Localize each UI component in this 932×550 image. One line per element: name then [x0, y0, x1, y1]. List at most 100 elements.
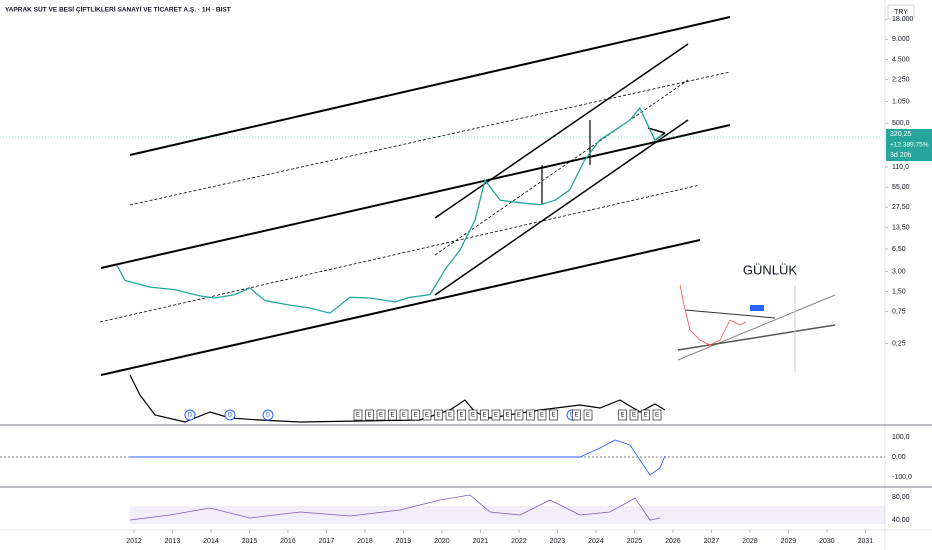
osc-tick-label: -100,0: [892, 474, 912, 481]
earnings-marker: [353, 409, 363, 421]
y-tick-label: 1,50: [892, 288, 906, 295]
earnings-marker: [365, 409, 374, 421]
x-tick-label: 2017: [319, 538, 335, 545]
earnings-marker-label: E: [620, 413, 624, 419]
y-tick-label: 1.050: [892, 98, 910, 105]
earnings-marker: [422, 409, 432, 421]
x-tick-label: 2031: [858, 538, 874, 545]
earnings-marker-label: E: [390, 413, 394, 419]
earnings-marker-label: E: [482, 413, 486, 419]
earnings-marker-label: E: [402, 413, 406, 419]
x-tick-label: 2029: [781, 538, 797, 545]
x-tick-label: 2012: [126, 538, 142, 545]
y-tick-label: 3,00: [892, 268, 906, 275]
x-tick-label: 2021: [473, 538, 489, 545]
y-tick-label: 55,00: [892, 184, 910, 191]
earnings-marker-label: E: [528, 413, 532, 419]
earnings-marker: [652, 409, 662, 421]
earnings-marker: [468, 409, 478, 421]
earnings-marker: [491, 409, 501, 421]
earnings-marker: [457, 409, 466, 421]
y-tick-label: 6,50: [892, 246, 906, 253]
x-tick-label: 2028: [742, 538, 758, 545]
rsi-tick-label: 80,00: [892, 494, 910, 501]
earnings-marker-label: E: [540, 413, 544, 419]
x-tick-label: 2018: [357, 538, 373, 545]
x-tick-label: 2022: [511, 538, 527, 545]
dividend-marker: [224, 409, 236, 421]
y-tick-label: 18.000: [892, 16, 914, 23]
earnings-marker-label: E: [655, 413, 659, 419]
earnings-marker-label: E: [643, 413, 647, 419]
x-tick-label: 2016: [280, 538, 296, 545]
inset-chart: GÜNLÜK: [677, 262, 836, 372]
x-tick-label: 2024: [588, 538, 604, 545]
earnings-marker: [641, 409, 650, 421]
x-tick-label: 2020: [434, 538, 450, 545]
y-tick-label: 27,50: [892, 204, 910, 211]
earnings-marker-label: E: [494, 413, 498, 419]
trend-lines: [99, 16, 731, 376]
price-line: [116, 106, 663, 314]
earnings-marker-label: E: [425, 413, 429, 419]
earnings-marker: [514, 409, 524, 421]
y-tick-label: 110,0: [892, 164, 909, 171]
x-tick-label: 2023: [550, 538, 566, 545]
rsi-line: [129, 494, 661, 521]
earnings-marker-label: E: [632, 413, 636, 419]
dividend-marker: [262, 409, 274, 421]
last-price: 320,25: [890, 131, 912, 138]
earnings-marker: [399, 409, 409, 421]
earnings-marker: [549, 409, 558, 421]
rsi-band: [130, 506, 885, 524]
earnings-marker: [537, 409, 547, 421]
osc-tick-label: 100,0: [892, 434, 910, 441]
x-tick-label: 2030: [819, 538, 835, 545]
currency[interactable]: TRY: [894, 9, 908, 16]
x-tick-label: 2014: [203, 538, 219, 545]
earnings-marker-label: E: [586, 413, 590, 419]
earnings-marker-label: E: [517, 413, 521, 419]
countdown: 3d 20h: [890, 152, 912, 159]
earnings-marker-label: E: [436, 413, 440, 419]
earnings-marker: [434, 409, 443, 421]
last-price-box: [886, 129, 932, 161]
y-tick-label: 2.250: [892, 76, 910, 83]
dividend-marker-label: D: [188, 413, 193, 419]
earnings-marker: [411, 409, 420, 421]
earnings-marker-label: E: [356, 413, 360, 419]
y-tick-label: 9.000: [892, 36, 910, 43]
y-tick-label: 4.500: [892, 56, 910, 63]
osc-tick-label: 0,00: [892, 454, 906, 461]
earnings-marker: [388, 409, 397, 421]
dividend-marker-label: D: [228, 413, 233, 419]
earnings-marker: [583, 409, 593, 421]
earnings-marker: [629, 409, 639, 421]
dividend-marker-label: D: [266, 413, 271, 419]
earnings-marker-label: E: [505, 413, 509, 419]
earnings-marker: [445, 409, 455, 421]
x-tick-label: 2013: [165, 538, 181, 545]
earnings-marker-label: E: [551, 413, 555, 419]
y-tick-label: 500,0: [892, 120, 910, 127]
dividend-marker: [184, 409, 196, 421]
earnings-marker-label: E: [459, 413, 463, 419]
change: +12.389,75%: [890, 142, 929, 149]
inset-title: GÜNLÜK: [743, 262, 798, 277]
earnings-marker-label: E: [367, 413, 371, 419]
earnings-marker: [376, 409, 386, 421]
earnings-marker: [526, 409, 535, 421]
earnings-marker: [503, 409, 512, 421]
chart-title: YAPRAK SÜT VE BESİ ÇİFTLİKLERİ SANAYİ VE…: [5, 5, 231, 14]
currency-box[interactable]: [887, 4, 915, 20]
oscillator-line: [130, 439, 666, 476]
earnings-marker: [480, 409, 489, 421]
earnings-marker-label: E: [574, 413, 578, 419]
earnings-marker-label: E: [379, 413, 383, 419]
y-tick-label: 0,75: [892, 308, 906, 315]
earnings-marker-label: E: [471, 413, 475, 419]
x-tick-label: 2026: [665, 538, 681, 545]
x-tick-label: 2019: [396, 538, 412, 545]
